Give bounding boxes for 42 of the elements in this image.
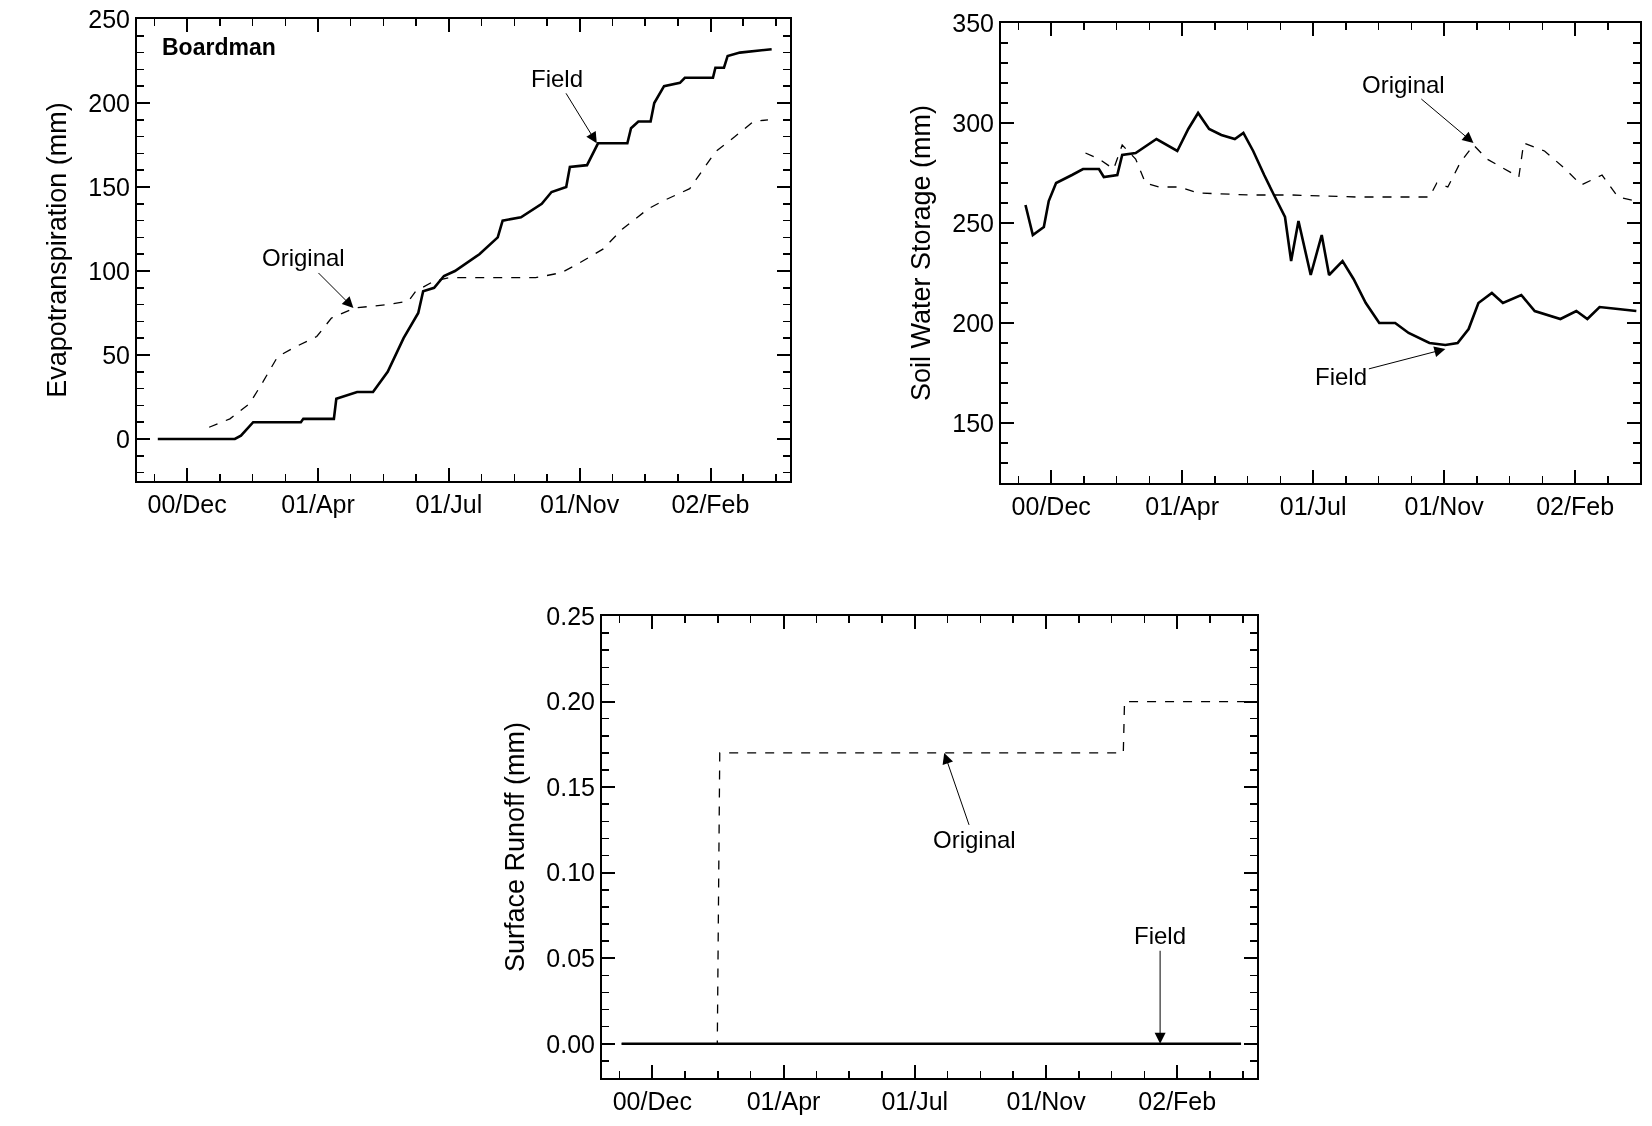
y-tick-label: 0 (116, 424, 130, 453)
y-tick-label: 0.15 (546, 772, 595, 801)
y-tick-label: 200 (952, 308, 994, 337)
y-tick-label: 200 (88, 88, 130, 117)
annotation: Original (262, 244, 345, 271)
x-tick-label: 00/Dec (147, 490, 227, 518)
x-tick-label: 01/Jul (1279, 492, 1347, 520)
x-tick-label: 01/Nov (540, 490, 620, 518)
x-tick-label: 01/Apr (281, 490, 355, 518)
annotation: Field (531, 65, 584, 92)
x-tick-label: 01/Jul (881, 1087, 949, 1115)
x-tick-label: 02/Feb (671, 490, 750, 518)
y-tick-label: 350 (952, 8, 994, 37)
x-tick-label: 00/Dec (1011, 492, 1091, 520)
y-axis-title: Soil Water Storage (mm) (905, 104, 936, 402)
y-tick-label: 150 (88, 172, 130, 201)
annotation: Field (1134, 922, 1187, 949)
x-tick-label: 02/Feb (1138, 1087, 1217, 1115)
x-tick-label: 01/Apr (1145, 492, 1220, 520)
x-tick-label: 02/Feb (1536, 492, 1615, 520)
y-axis-title: Surface Runoff (mm) (499, 721, 530, 973)
annotation: Field (1315, 363, 1368, 390)
y-tick-label: 150 (952, 408, 994, 437)
y-tick-label: 300 (952, 108, 994, 137)
y-tick-label: 250 (952, 208, 994, 237)
y-tick-label: 0.20 (546, 687, 595, 716)
y-tick-label: 0.25 (546, 601, 595, 630)
y-tick-label: 250 (88, 4, 130, 33)
annotation: Original (1362, 71, 1445, 98)
y-tick-label: 100 (88, 256, 130, 285)
y-tick-label: 0.10 (546, 858, 595, 887)
x-tick-label: 01/Jul (415, 490, 483, 518)
x-tick-label: 01/Apr (746, 1087, 821, 1115)
y-tick-label: 50 (102, 340, 130, 369)
y-tick-label: 0.00 (546, 1029, 595, 1058)
x-tick-label: 01/Nov (1006, 1087, 1087, 1115)
y-axis-title: Evapotranspiration (mm) (41, 102, 72, 398)
x-tick-label: 00/Dec (612, 1087, 692, 1115)
annotation: Original (933, 826, 1016, 853)
y-tick-label: 0.05 (546, 943, 595, 972)
x-tick-label: 01/Nov (1404, 492, 1485, 520)
annotation: Boardman (162, 34, 276, 60)
